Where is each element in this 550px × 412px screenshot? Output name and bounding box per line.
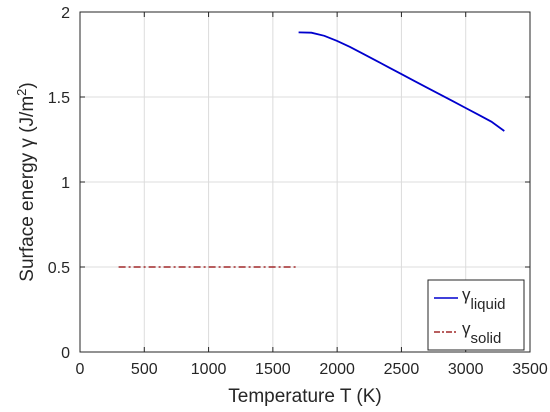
y-axis-label-main: Surface energy γ (J/m: [17, 96, 38, 282]
x-tick-label: 1000: [191, 361, 227, 378]
x-tick-label: 500: [131, 361, 158, 378]
series-line-liquid: [298, 31, 505, 132]
x-tick-label: 0: [76, 361, 85, 378]
series-group: [118, 31, 505, 268]
y-tick-label: 1.5: [48, 90, 70, 107]
legend-box: [427, 279, 525, 351]
legend-label-solid: γsolid: [462, 319, 501, 347]
legend-symbol: γ: [462, 319, 471, 338]
x-tick-label: 1500: [255, 361, 291, 378]
x-tick-label: 3000: [448, 361, 484, 378]
y-tick-label: 0: [61, 345, 70, 362]
legend-subscript: liquid: [471, 296, 506, 313]
y-tick-label: 2: [61, 5, 70, 22]
ticks-group: 0 500 1000 1500 2000 2500 3000 3500 0 0.5 1 1.5 2: [48, 5, 548, 378]
legend-symbol: γ: [462, 285, 471, 304]
legend-label-liquid: γliquid: [462, 285, 506, 313]
y-axis-label-sup: 2: [14, 89, 29, 96]
y-tick-label: 0.5: [48, 260, 70, 277]
y-tick-label: 1: [61, 175, 70, 192]
x-tick-label: 3500: [512, 361, 548, 378]
y-axis-label-close: ): [17, 82, 38, 88]
y-axis-label: Surface energy γ (J/m2): [14, 82, 39, 281]
x-tick-label: 2000: [319, 361, 355, 378]
legend-subscript: solid: [471, 330, 502, 347]
x-tick-label: 2500: [384, 361, 420, 378]
x-axis-label: Temperature T (K): [228, 386, 381, 407]
